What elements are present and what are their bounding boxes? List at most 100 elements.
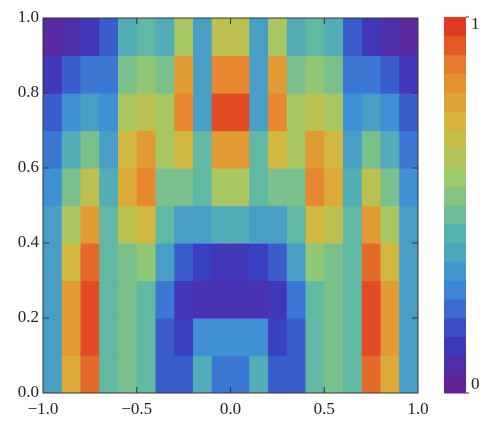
heat-cell [43, 18, 63, 57]
heat-cell [211, 55, 232, 94]
heat-cell [324, 18, 344, 57]
heat-cell [61, 318, 82, 357]
heat-cell [174, 318, 194, 357]
heat-cell [249, 280, 269, 319]
heat-cell [230, 93, 250, 132]
heat-cell [136, 318, 157, 357]
colorbar-swatch [444, 148, 466, 168]
heat-cell [230, 130, 250, 169]
heat-cell [268, 355, 288, 393]
heat-cell [268, 168, 288, 207]
heat-cell [174, 18, 194, 57]
heat-cell [211, 168, 232, 207]
heat-cell [268, 205, 288, 244]
heat-cell [193, 243, 213, 282]
heat-cell [380, 130, 400, 169]
heat-cell [268, 93, 288, 132]
heat-cell [118, 55, 138, 94]
heat-cell [174, 205, 194, 244]
heat-cell [43, 93, 63, 132]
heat-cell [249, 205, 269, 244]
heat-cell [155, 280, 175, 319]
x-tick-label: 0.5 [314, 399, 335, 418]
heat-cell [155, 355, 175, 393]
heat-cell [211, 130, 232, 169]
colorbar-swatch [444, 336, 466, 356]
heat-cell [286, 93, 307, 132]
heat-cell [99, 318, 119, 357]
y-tick-label: 0.8 [18, 82, 39, 101]
heat-cell [61, 93, 82, 132]
heat-cell [380, 18, 400, 57]
heat-cell [380, 93, 400, 132]
heat-cell [193, 280, 213, 319]
heat-cell [380, 318, 400, 357]
heat-cell [380, 280, 400, 319]
heat-cell [80, 168, 100, 207]
heat-cell [174, 130, 194, 169]
y-tick-label: 0.0 [18, 382, 39, 401]
heat-cell [155, 243, 175, 282]
colorbar-swatch [444, 17, 466, 37]
heat-cell [399, 318, 418, 357]
heat-cell [343, 93, 363, 132]
colorbar-swatch [444, 54, 466, 74]
heat-cell [155, 93, 175, 132]
heat-cell [286, 280, 307, 319]
heat-cell [268, 280, 288, 319]
heat-cell [305, 55, 325, 94]
heat-cell [230, 318, 250, 357]
x-tick-label: 1.0 [407, 399, 428, 418]
heat-cell [361, 243, 382, 282]
heat-cell [43, 55, 63, 94]
heat-cell [99, 280, 119, 319]
heat-cell [155, 130, 175, 169]
heat-cell [118, 18, 138, 57]
heat-cell [80, 355, 100, 393]
heat-cell [99, 205, 119, 244]
heat-cell [361, 355, 382, 393]
heat-cell [249, 318, 269, 357]
heat-cell [193, 205, 213, 244]
heat-cell [99, 93, 119, 132]
heat-cell [99, 130, 119, 169]
heat-cell [305, 355, 325, 393]
heat-cell [324, 93, 344, 132]
heat-cell [286, 168, 307, 207]
heat-cell [324, 130, 344, 169]
heat-cell [343, 205, 363, 244]
heat-cell [118, 168, 138, 207]
heat-cell [43, 130, 63, 169]
heat-cell [249, 130, 269, 169]
heat-cell [380, 168, 400, 207]
colorbar-swatch [444, 299, 466, 319]
heat-cell [155, 318, 175, 357]
heat-cell [43, 168, 63, 207]
heat-cell [361, 18, 382, 57]
heat-cell [268, 18, 288, 57]
heat-cell [268, 130, 288, 169]
heat-cell [399, 243, 418, 282]
heat-cell [380, 205, 400, 244]
heat-cell [174, 55, 194, 94]
colorbar-swatch [444, 92, 466, 112]
heat-cell [305, 243, 325, 282]
heat-cell [136, 243, 157, 282]
heat-cell [230, 243, 250, 282]
colorbar-swatch [444, 280, 466, 300]
heat-cell [211, 93, 232, 132]
heat-cell [80, 18, 100, 57]
heat-cell [211, 18, 232, 57]
heat-cell [155, 18, 175, 57]
heat-cell [249, 55, 269, 94]
heat-cell [80, 130, 100, 169]
heat-cell [343, 130, 363, 169]
heat-cell [230, 355, 250, 393]
heat-cell [43, 280, 63, 319]
y-tick-label: 1.0 [18, 7, 39, 26]
heat-cell [399, 168, 418, 207]
colorbar-swatch [444, 129, 466, 150]
heat-cell [324, 280, 344, 319]
heat-cell [230, 55, 250, 94]
